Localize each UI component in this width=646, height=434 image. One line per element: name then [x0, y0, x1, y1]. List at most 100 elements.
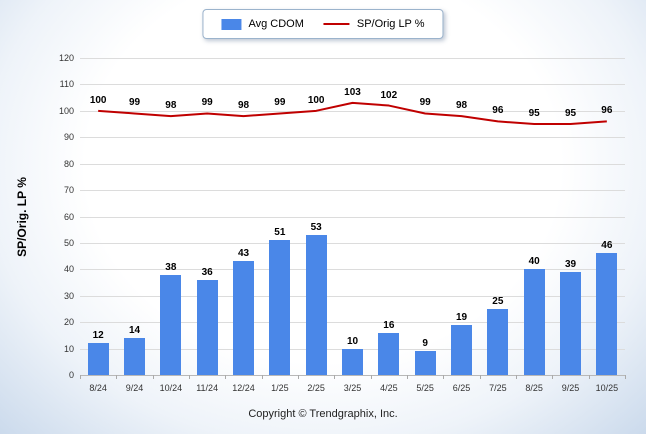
x-axis-tick — [225, 375, 227, 379]
legend-item-sp-orig-lp: SP/Orig LP % — [323, 18, 425, 30]
gridline — [80, 137, 625, 139]
bar-value-label: 36 — [201, 266, 213, 278]
line-point-label: 100 — [89, 94, 107, 106]
x-tick-label: 8/24 — [89, 383, 107, 393]
bar-series-swatch-icon — [221, 18, 242, 30]
bar — [124, 338, 145, 375]
bar — [596, 253, 618, 375]
bar-value-label: 39 — [564, 258, 577, 270]
x-tick-label: 10/25 — [595, 383, 619, 393]
x-tick-label: 11/24 — [196, 383, 219, 393]
line-point-label: 99 — [274, 97, 286, 109]
legend-label-avg-cdom: Avg CDOM — [248, 18, 304, 30]
x-axis-tick — [334, 375, 336, 379]
x-axis-tick — [407, 375, 408, 379]
y-tick-label: 80 — [63, 158, 74, 169]
x-axis-tick — [80, 375, 81, 379]
legend-item-avg-cdom: Avg CDOM — [221, 18, 304, 30]
y-tick-label: 40 — [63, 264, 74, 275]
x-tick-label: 9/24 — [125, 383, 144, 393]
y-tick-label: 120 — [58, 53, 74, 63]
gridline — [80, 322, 625, 324]
x-tick-label: 8/25 — [525, 383, 543, 393]
bar — [523, 269, 545, 375]
bar-value-label: 38 — [165, 261, 177, 273]
gridline — [80, 375, 625, 376]
line-point-label: 99 — [419, 97, 431, 109]
x-tick-label: 7/25 — [489, 383, 507, 393]
gridline — [80, 58, 625, 59]
bar-value-label: 9 — [422, 338, 428, 350]
x-axis-tick — [516, 375, 517, 379]
y-tick-label: 60 — [63, 211, 74, 222]
gridline — [80, 295, 625, 297]
bar — [451, 324, 472, 375]
y-tick-label: 20 — [63, 317, 74, 328]
bar — [378, 332, 400, 375]
line-point-label: 100 — [307, 94, 325, 106]
bar — [305, 235, 327, 375]
x-tick-label: 10/24 — [159, 383, 183, 393]
bar — [160, 274, 182, 375]
bar-value-label: 14 — [128, 325, 141, 337]
line-point-label: 99 — [128, 97, 141, 109]
x-axis-tick — [261, 375, 263, 379]
x-tick-label: 2/25 — [307, 383, 325, 393]
y-tick-label: 50 — [63, 237, 74, 248]
bar-value-label: 19 — [455, 311, 468, 323]
bar — [560, 271, 581, 375]
x-axis-tick — [116, 375, 118, 379]
line-point-label: 103 — [344, 86, 361, 98]
x-axis-tick — [588, 375, 590, 379]
bar-value-label: 51 — [274, 227, 286, 239]
line-point-label: 95 — [528, 108, 540, 120]
x-tick-label: 1/25 — [271, 383, 289, 393]
line-point-label: 102 — [380, 89, 398, 101]
x-tick-label: 6/25 — [452, 383, 471, 393]
x-axis-tick — [443, 375, 445, 379]
x-tick-label: 9/25 — [561, 383, 580, 393]
y-tick-label: 70 — [63, 185, 74, 196]
line-point-label: 96 — [492, 105, 504, 117]
x-tick-label: 3/25 — [343, 383, 362, 393]
x-tick-label: 12/24 — [232, 383, 255, 393]
x-tick-label: 4/25 — [380, 383, 398, 393]
trend-line — [98, 101, 607, 126]
bar-value-label: 25 — [492, 295, 504, 307]
gridline — [80, 110, 625, 112]
bar — [342, 348, 363, 375]
x-tick-label: 5/25 — [416, 383, 434, 393]
y-tick-label: 10 — [63, 343, 74, 354]
trend-line-layer — [98, 101, 607, 126]
gridline — [80, 84, 625, 86]
line-point-label: 98 — [237, 100, 250, 112]
x-axis-tick — [479, 375, 481, 379]
bar-value-label: 10 — [346, 335, 359, 347]
bar — [196, 279, 218, 375]
x-axis-tick — [625, 375, 626, 379]
y-tick-label: 30 — [63, 290, 74, 301]
y-tick-label: 100 — [58, 105, 74, 116]
line-point-label: 99 — [201, 97, 213, 109]
plot-area: 0 10 20 30 40 50 60 70 80 90 100 110 120 8/24 12 9/24 14… — [59, 53, 626, 393]
bar — [233, 261, 254, 375]
bar-value-label: 53 — [310, 221, 322, 233]
legend-label-sp-orig-lp: SP/Orig LP % — [356, 18, 425, 30]
x-axis-tick — [370, 375, 372, 379]
x-axis-tick — [552, 375, 554, 379]
bar — [487, 308, 509, 375]
line-point-label: 98 — [165, 100, 177, 112]
bar — [414, 351, 436, 375]
x-axis-tick — [298, 375, 299, 379]
y-tick-label: 110 — [59, 79, 74, 90]
y-tick-label: 0 — [68, 370, 74, 380]
gridline — [80, 216, 625, 218]
y-tick-label: 90 — [63, 132, 74, 143]
bar-value-label: 40 — [528, 256, 540, 268]
bar-value-label: 12 — [92, 330, 104, 342]
line-point-label: 98 — [455, 100, 468, 112]
y-axis-title: SP/Orig. LP % — [15, 177, 29, 257]
gridline — [80, 242, 625, 244]
legend: Avg CDOM SP/Orig LP % — [202, 9, 444, 39]
